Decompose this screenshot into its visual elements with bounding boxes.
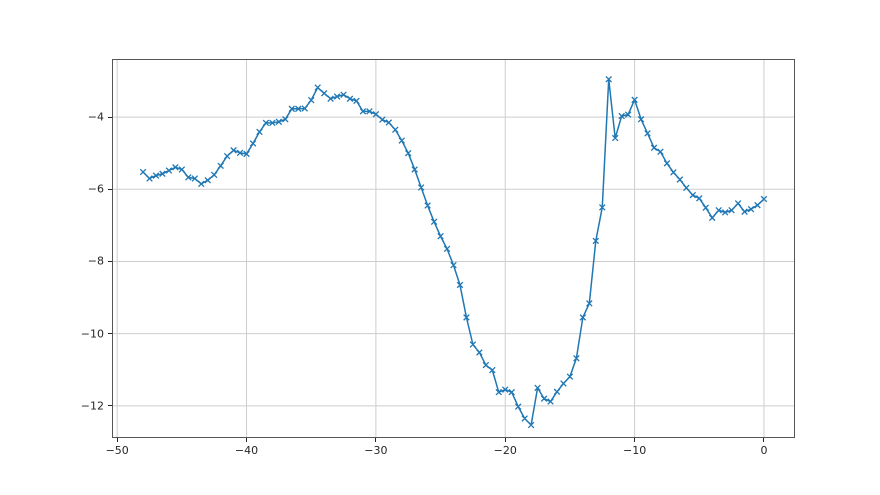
- plot-spines: [112, 59, 795, 438]
- y-tick-label: −8: [87, 254, 104, 268]
- x-tick-mark: [375, 438, 377, 442]
- y-tick-label: −12: [80, 399, 104, 413]
- x-tick-mark: [246, 438, 248, 442]
- x-tick-label: −30: [364, 444, 388, 457]
- x-tick-label: 0: [760, 444, 768, 457]
- x-tick-label: −20: [493, 444, 517, 457]
- plot-canvas: [112, 59, 795, 438]
- y-tick-mark: [108, 333, 112, 335]
- x-tick-label: −40: [234, 444, 259, 457]
- y-tick-mark: [108, 405, 112, 407]
- y-tick-mark: [108, 188, 112, 190]
- x-tick-label: −10: [622, 444, 647, 457]
- data-markers: [139, 75, 768, 429]
- y-tick-label: −6: [87, 182, 104, 196]
- plot-area: [112, 59, 795, 438]
- y-tick-mark: [108, 116, 112, 118]
- x-tick-label: −50: [105, 444, 129, 457]
- x-tick-mark: [763, 438, 765, 442]
- y-tick-label: −10: [80, 327, 104, 341]
- y-tick-label: −4: [87, 110, 104, 124]
- y-tick-mark: [108, 260, 112, 262]
- x-tick-mark: [634, 438, 636, 442]
- data-line: [142, 78, 765, 426]
- x-tick-mark: [116, 438, 118, 442]
- x-tick-mark: [504, 438, 506, 442]
